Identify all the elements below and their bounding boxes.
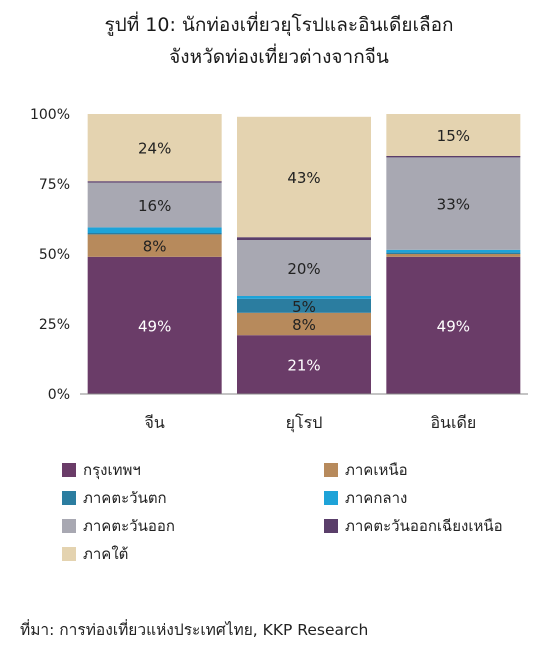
bar-segment (237, 116, 371, 238)
bar-segment (87, 114, 222, 182)
y-tick-label: 25% (39, 317, 70, 333)
data-label: 16% (138, 197, 171, 215)
legend-swatch (324, 519, 338, 533)
y-tick-label: 0% (48, 387, 70, 403)
legend-swatch (62, 491, 76, 505)
data-label: 8% (143, 238, 167, 256)
chart-title-line-1: รูปที่ 10: นักท่องเที่ยวยุโรปและอินเดียเ… (104, 14, 454, 36)
bar-segment (237, 335, 371, 394)
bar-segment (386, 114, 521, 156)
data-label: 20% (287, 260, 320, 278)
bar-segment (386, 256, 521, 394)
legend-label: ภาคใต้ (83, 545, 129, 563)
bar-segment (237, 312, 371, 336)
x-category-label: ยุโรป (286, 413, 323, 433)
bar-segment (87, 234, 222, 257)
source-note: ที่มา: การท่องเที่ยวแห่งประเทศไทย, KKP R… (20, 621, 369, 639)
bar-segment (87, 233, 222, 235)
legend-swatch (62, 463, 76, 477)
bar-segment (386, 254, 521, 257)
y-tick-label: 50% (39, 247, 70, 263)
legend-item: ภาคกลาง (324, 486, 407, 510)
legend-label: กรุงเทพฯ (83, 461, 141, 479)
bar-segment (237, 296, 371, 299)
bar-segment (237, 237, 371, 240)
bar-segment (87, 256, 222, 394)
legend-swatch (324, 491, 338, 505)
bar-segment (87, 182, 222, 228)
data-label: 21% (287, 357, 320, 375)
legend-label: ภาคเหนือ (345, 461, 408, 479)
chart-title-line-2: จังหวัดท่องเที่ยวต่างจากจีน (169, 46, 389, 68)
data-label: 5% (292, 298, 316, 316)
bar-segment (386, 157, 521, 250)
data-label: 49% (437, 317, 470, 335)
x-category-label: จีน (145, 413, 165, 432)
legend-label: ภาคกลาง (345, 489, 408, 507)
legend-swatch (62, 519, 76, 533)
legend-swatch (62, 547, 76, 561)
data-label: 49% (138, 317, 171, 335)
bar-segment (237, 298, 371, 313)
x-category-label: อินเดีย (430, 413, 476, 432)
legend-label: ภาคตะวันออก (83, 517, 175, 535)
legend-item: ภาคตะวันตก (62, 486, 167, 510)
bar-segment (386, 252, 521, 254)
y-tick-label: 75% (39, 177, 70, 193)
data-label: 43% (287, 169, 320, 187)
data-label: 24% (138, 140, 171, 158)
legend-item: ภาคเหนือ (324, 458, 408, 482)
legend-item: ภาคใต้ (62, 542, 128, 566)
legend-item: ภาคตะวันออกเฉียงเหนือ (324, 514, 503, 538)
bar-segment (87, 227, 222, 233)
y-tick-label: 100% (30, 107, 70, 123)
stacked-bar-chart: 0%25%50%75%100%49%8%16%24%จีน21%8%5%20%4… (30, 107, 528, 433)
data-label: 15% (437, 127, 470, 145)
bar-segment (237, 240, 371, 296)
legend-swatch (324, 463, 338, 477)
bar-segment (87, 181, 222, 183)
legend-label: ภาคตะวันตก (83, 489, 167, 507)
bar-segment (386, 249, 521, 253)
legend-item: ภาคตะวันออก (62, 514, 175, 538)
data-label: 8% (292, 316, 316, 334)
bar-segment (386, 156, 521, 158)
legend-label: ภาคตะวันออกเฉียงเหนือ (345, 517, 503, 535)
legend-item: กรุงเทพฯ (62, 458, 141, 482)
data-label: 33% (437, 196, 470, 214)
